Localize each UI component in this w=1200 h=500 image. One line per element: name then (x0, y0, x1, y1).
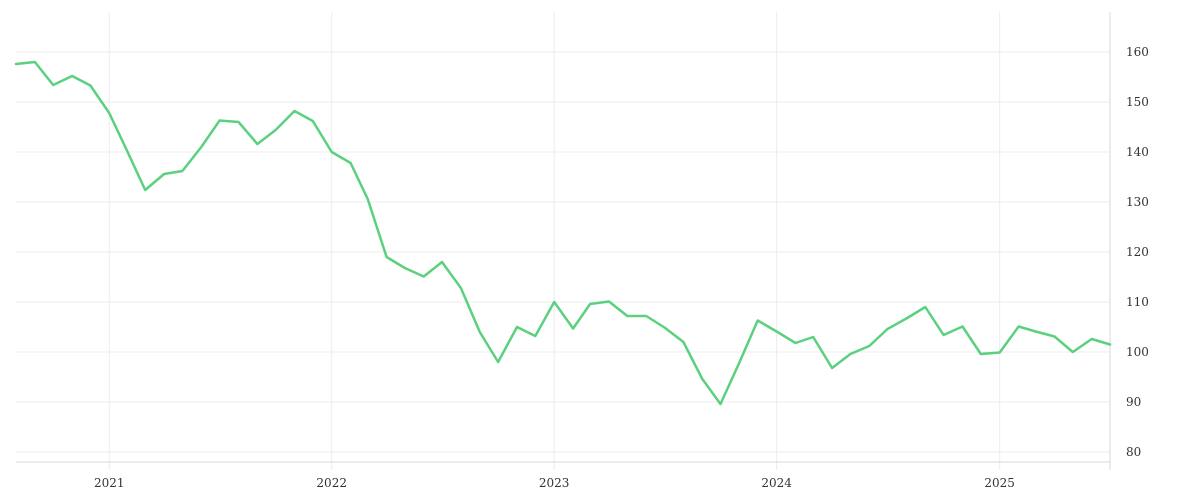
y-tick-label-130: 130 (1126, 195, 1149, 209)
x-tick-label-2022: 2022 (316, 476, 347, 490)
y-tick-label-150: 150 (1126, 95, 1149, 109)
grid (16, 12, 1110, 470)
y-tick-label-140: 140 (1126, 145, 1149, 159)
x-tick-label-2023: 2023 (539, 476, 570, 490)
y-tick-label-110: 110 (1126, 295, 1149, 309)
x-tick-label-2021: 2021 (94, 476, 125, 490)
y-tick-label-160: 160 (1126, 45, 1149, 59)
y-tick-label-120: 120 (1126, 245, 1149, 259)
x-tick-label-2024: 2024 (761, 476, 792, 490)
y-tick-label-100: 100 (1126, 345, 1149, 359)
x-tick-label-2025: 2025 (984, 476, 1015, 490)
tick-labels: 80 90 100 110 120 130 140 150 160 2021 2022 2023 202… (94, 45, 1149, 490)
axes (16, 12, 1111, 470)
y-tick-label-90: 90 (1126, 395, 1141, 409)
series-line-0 (14, 60, 1112, 406)
y-tick-label-80: 80 (1126, 445, 1141, 459)
series-layer (14, 60, 1112, 406)
